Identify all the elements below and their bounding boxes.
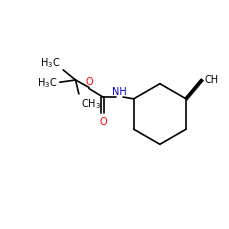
Text: O: O <box>99 116 106 126</box>
Text: CH: CH <box>204 74 218 85</box>
Text: NH: NH <box>112 87 127 96</box>
Text: H$_3$C: H$_3$C <box>40 56 60 69</box>
Text: H$_3$C: H$_3$C <box>37 76 57 90</box>
Text: O: O <box>85 76 92 87</box>
Text: CH$_3$: CH$_3$ <box>81 97 101 110</box>
